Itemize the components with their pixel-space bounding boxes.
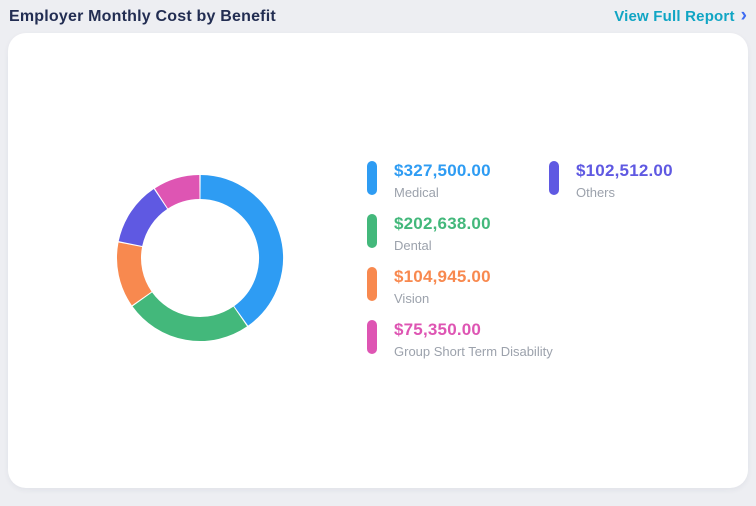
- legend-item-others: $102,512.00 Others: [549, 161, 673, 200]
- legend-value: $202,638.00: [394, 214, 491, 233]
- chevron-right-icon: ›: [740, 5, 747, 26]
- legend-label: Vision: [394, 291, 430, 306]
- widget-header: Employer Monthly Cost by Benefit View Fu…: [0, 0, 756, 33]
- legend-column-2: $102,512.00 Others: [549, 161, 673, 214]
- legend-label: Dental: [394, 238, 432, 253]
- legend-column-1: $327,500.00 Medical $202,638.00 Dental $104,…: [367, 161, 553, 373]
- legend-color-pill: [367, 320, 377, 354]
- donut-chart: [117, 175, 283, 341]
- legend-text: $104,945.00 Vision: [394, 267, 491, 306]
- legend-value: $102,512.00: [576, 161, 673, 180]
- donut-segment-group-short-term-disability: [154, 175, 201, 209]
- legend-label: Others: [576, 185, 616, 200]
- legend-label: Group Short Term Disability: [394, 344, 553, 359]
- legend-text: $75,350.00 Group Short Term Disability: [394, 320, 553, 359]
- donut-segment-dental: [132, 292, 248, 341]
- chart-card: $327,500.00 Medical $202,638.00 Dental $104,…: [8, 33, 748, 488]
- page-title: Employer Monthly Cost by Benefit: [9, 7, 276, 25]
- legend-text: $102,512.00 Others: [576, 161, 673, 200]
- view-full-report-link[interactable]: View Full Report ›: [614, 5, 747, 26]
- legend-item-group-short-term-disability: $75,350.00 Group Short Term Disability: [367, 320, 553, 359]
- legend-value: $75,350.00: [394, 320, 482, 339]
- donut-segment-others: [118, 189, 168, 247]
- donut-chart-container: [100, 158, 300, 358]
- legend-text: $327,500.00 Medical: [394, 161, 491, 200]
- donut-segment-vision: [117, 242, 152, 306]
- view-full-report-label: View Full Report: [614, 8, 735, 25]
- legend-color-pill: [367, 161, 377, 195]
- legend-color-pill: [367, 267, 377, 301]
- legend-color-pill: [549, 161, 559, 195]
- legend-item-vision: $104,945.00 Vision: [367, 267, 553, 306]
- legend-color-pill: [367, 214, 377, 248]
- legend-value: $104,945.00: [394, 267, 491, 286]
- legend-text: $202,638.00 Dental: [394, 214, 491, 253]
- donut-segment-medical: [200, 175, 283, 326]
- legend-item-medical: $327,500.00 Medical: [367, 161, 553, 200]
- legend-value: $327,500.00: [394, 161, 491, 180]
- legend-label: Medical: [394, 185, 439, 200]
- legend-item-dental: $202,638.00 Dental: [367, 214, 553, 253]
